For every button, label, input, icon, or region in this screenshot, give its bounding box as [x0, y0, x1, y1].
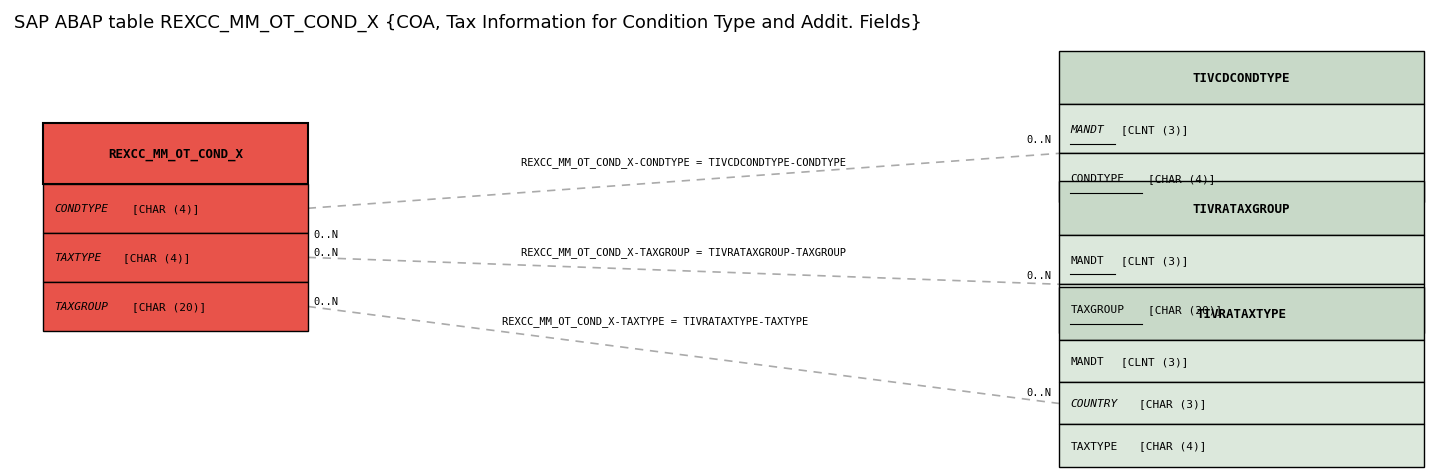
FancyBboxPatch shape	[43, 184, 308, 233]
Text: MANDT: MANDT	[1071, 357, 1104, 367]
FancyBboxPatch shape	[1059, 383, 1424, 425]
Text: MANDT: MANDT	[1071, 125, 1104, 135]
FancyBboxPatch shape	[1059, 341, 1424, 383]
Text: SAP ABAP table REXCC_MM_OT_COND_X {COA, Tax Information for Condition Type and A: SAP ABAP table REXCC_MM_OT_COND_X {COA, …	[14, 14, 922, 32]
Text: [CHAR (20)]: [CHAR (20)]	[1148, 304, 1222, 314]
Text: TIVRATAXGROUP: TIVRATAXGROUP	[1193, 202, 1290, 215]
Text: [CHAR (4)]: [CHAR (4)]	[1140, 441, 1206, 451]
Text: [CLNT (3)]: [CLNT (3)]	[1121, 125, 1189, 135]
FancyBboxPatch shape	[1059, 285, 1424, 334]
Text: CONDTYPE: CONDTYPE	[55, 204, 108, 214]
Text: [CHAR (3)]: [CHAR (3)]	[1140, 398, 1206, 408]
FancyBboxPatch shape	[1059, 154, 1424, 203]
Text: CONDTYPE: CONDTYPE	[1071, 174, 1124, 184]
Text: MANDT: MANDT	[1071, 255, 1104, 265]
Text: TAXTYPE: TAXTYPE	[55, 253, 102, 263]
Text: [CHAR (4)]: [CHAR (4)]	[124, 253, 190, 263]
FancyBboxPatch shape	[43, 124, 308, 184]
Text: TIVRATAXTYPE: TIVRATAXTYPE	[1196, 307, 1287, 320]
FancyBboxPatch shape	[1059, 51, 1424, 105]
Text: 0..N: 0..N	[314, 247, 339, 257]
Text: REXCC_MM_OT_COND_X-CONDTYPE = TIVCDCONDTYPE-CONDTYPE: REXCC_MM_OT_COND_X-CONDTYPE = TIVCDCONDT…	[520, 157, 846, 168]
FancyBboxPatch shape	[1059, 287, 1424, 341]
FancyBboxPatch shape	[43, 233, 308, 282]
Text: [CHAR (20)]: [CHAR (20)]	[133, 302, 206, 312]
Text: [CLNT (3)]: [CLNT (3)]	[1121, 357, 1189, 367]
Text: 0..N: 0..N	[314, 296, 339, 306]
Text: 0..N: 0..N	[1027, 270, 1052, 280]
Text: REXCC_MM_OT_COND_X-TAXTYPE = TIVRATAXTYPE-TAXTYPE: REXCC_MM_OT_COND_X-TAXTYPE = TIVRATAXTYP…	[501, 315, 808, 326]
Text: TIVCDCONDTYPE: TIVCDCONDTYPE	[1193, 72, 1290, 85]
Text: [CHAR (4)]: [CHAR (4)]	[1148, 174, 1216, 184]
FancyBboxPatch shape	[1059, 105, 1424, 154]
Text: TAXGROUP: TAXGROUP	[55, 302, 108, 312]
Text: REXCC_MM_OT_COND_X: REXCC_MM_OT_COND_X	[108, 148, 244, 160]
Text: [CHAR (4)]: [CHAR (4)]	[133, 204, 200, 214]
Text: REXCC_MM_OT_COND_X-TAXGROUP = TIVRATAXGROUP-TAXGROUP: REXCC_MM_OT_COND_X-TAXGROUP = TIVRATAXGR…	[520, 247, 846, 257]
FancyBboxPatch shape	[1059, 236, 1424, 285]
FancyBboxPatch shape	[1059, 182, 1424, 236]
Text: [CLNT (3)]: [CLNT (3)]	[1121, 255, 1189, 265]
FancyBboxPatch shape	[1059, 425, 1424, 466]
FancyBboxPatch shape	[43, 282, 308, 331]
Text: TAXTYPE: TAXTYPE	[1071, 441, 1118, 451]
Text: 0..N: 0..N	[1027, 387, 1052, 397]
Text: COUNTRY: COUNTRY	[1071, 398, 1118, 408]
Text: TAXGROUP: TAXGROUP	[1071, 304, 1124, 314]
Text: 0..N: 0..N	[1027, 135, 1052, 145]
Text: 0..N: 0..N	[314, 229, 339, 239]
